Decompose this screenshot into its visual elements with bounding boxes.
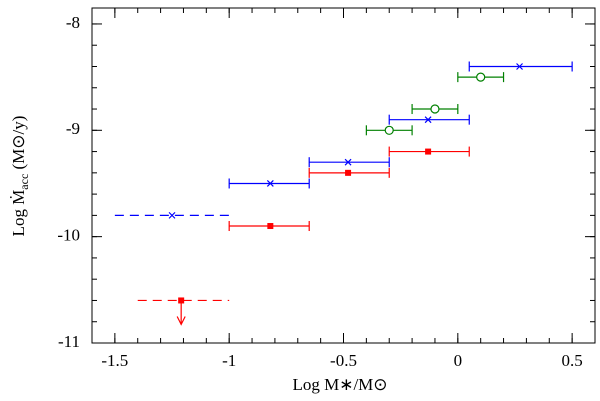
x-tick-label: 0 (454, 351, 463, 370)
x-tick-label: -1.5 (101, 351, 128, 370)
point (424, 116, 432, 124)
y-axis-label: Log Ṁacc (M⊙/y) (9, 116, 31, 237)
point (168, 211, 176, 219)
y-label-sub: acc (17, 174, 31, 190)
y-tick-label: -10 (57, 226, 80, 245)
point (178, 297, 185, 304)
y-tick-label: -11 (58, 332, 80, 351)
point (267, 223, 274, 230)
point (344, 158, 352, 166)
point (430, 104, 440, 114)
point (476, 72, 486, 82)
point (266, 180, 274, 187)
plot-frame (91, 7, 596, 344)
y-tick-label: -9 (66, 119, 80, 138)
point (425, 148, 432, 155)
y-label-rest: (M⊙/y) (9, 116, 28, 174)
x-tick-label: -1 (222, 351, 236, 370)
point (384, 125, 394, 135)
x-tick-label: 0.5 (562, 351, 583, 370)
point (516, 63, 523, 70)
upper-limit-arrow (176, 300, 186, 326)
x-axis-label: Log M∗/M⊙ (292, 375, 387, 394)
point (345, 169, 352, 176)
y-tick-label: -8 (66, 13, 80, 32)
y-label-main: Log Ṁ (9, 190, 28, 237)
x-tick-label: -0.5 (330, 351, 357, 370)
